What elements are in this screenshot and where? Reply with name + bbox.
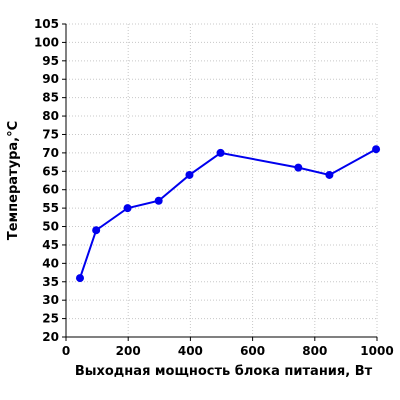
y-tick-label: 55	[42, 201, 59, 215]
x-tick-label: 400	[178, 344, 203, 358]
y-axis-title: Температура,°С	[6, 121, 21, 240]
data-point	[325, 170, 334, 179]
series-line	[79, 148, 377, 279]
grid	[65, 23, 378, 338]
y-tick-label: 100	[34, 35, 59, 49]
y-tick-label: 80	[42, 109, 59, 123]
data-point	[216, 148, 225, 157]
y-tick-label: 75	[42, 127, 59, 141]
y-tick-label: 90	[42, 72, 59, 86]
y-tick-label: 95	[42, 54, 59, 68]
y-tick-label: 60	[42, 183, 59, 197]
y-tick-label: 105	[34, 17, 59, 31]
series	[75, 145, 381, 283]
x-tick-label: 800	[302, 344, 327, 358]
y-tick-label: 85	[42, 91, 59, 105]
data-point	[92, 226, 101, 235]
y-tick-label: 30	[42, 293, 59, 307]
y-tick-label: 70	[42, 146, 59, 160]
data-point	[294, 163, 303, 172]
axes	[65, 24, 377, 338]
data-point	[372, 145, 381, 154]
y-tick-label: 35	[42, 275, 59, 289]
x-axis-title: Выходная мощность блока питания, Вт	[75, 364, 373, 379]
data-point	[123, 204, 132, 213]
ticks: 20 25 30 35 40 45 50 55 60 65 70 75 80 85 90 95 100 105 0 2…	[34, 17, 394, 358]
x-tick-label: 0	[62, 344, 70, 358]
x-tick-label: 1000	[360, 344, 393, 358]
y-tick-label: 40	[42, 256, 59, 270]
data-point	[185, 170, 194, 179]
data-point	[75, 274, 84, 283]
data-point	[154, 196, 163, 205]
y-tick-label: 25	[42, 312, 59, 326]
y-tick-label: 50	[42, 220, 59, 234]
x-tick-label: 600	[240, 344, 265, 358]
y-tick-label: 65	[42, 164, 59, 178]
y-tick-label: 45	[42, 238, 59, 252]
y-tick-label: 20	[42, 330, 59, 344]
x-tick-label: 200	[116, 344, 141, 358]
